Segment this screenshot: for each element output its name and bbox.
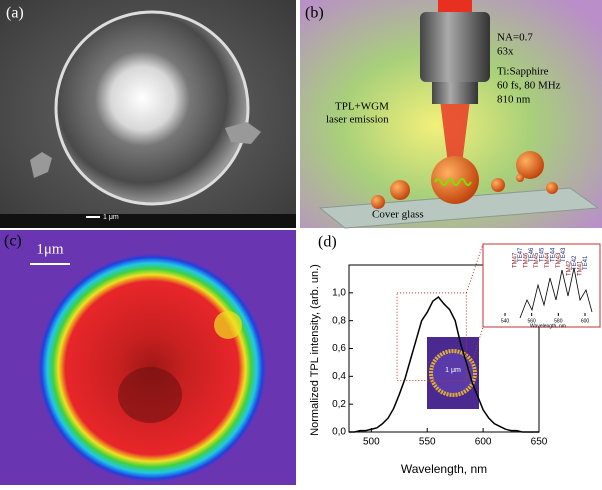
panel-label: (d)	[318, 234, 337, 251]
substrate: Cover glass	[372, 209, 424, 221]
sphere	[546, 182, 558, 194]
panel-b: (b) NA=0.7 63x Ti:Sapphire 60 fs, 80 MHz…	[300, 0, 602, 228]
scale-label: 1μm	[36, 241, 64, 257]
x-tick-label: 500	[363, 437, 380, 448]
emission: TPL+WGM	[335, 101, 389, 113]
y-tick-label: 0,8	[332, 315, 346, 326]
sphere	[516, 174, 524, 182]
spec: 810 nm	[497, 94, 531, 106]
info-bar	[0, 214, 296, 228]
y-tick-label: 0,4	[332, 371, 346, 382]
figure: 1 μm (a) (b) NA=0.7 63x Ti:Sapphire 60 f…	[0, 0, 602, 485]
emission: laser emission	[326, 114, 389, 126]
inset-x-label: Wavelength, nm	[530, 323, 566, 329]
laser-beam	[438, 0, 472, 14]
inset-x-tick-label: 540	[501, 318, 510, 324]
objective	[432, 82, 478, 104]
panel-a: 1 μm (a)	[0, 0, 296, 228]
inset-scale: 1 μm	[445, 367, 461, 374]
y-axis-label: Normalized TPL intensity, (arb. un.)	[309, 264, 321, 436]
zoom-link	[466, 244, 483, 293]
panel-d: (d) Wavelength, nm Normalized TPL intens…	[309, 234, 600, 477]
spec: 60 fs, 80 MHz	[497, 80, 561, 92]
notch	[214, 311, 242, 339]
panel-label: (b)	[305, 5, 324, 22]
objective	[420, 12, 490, 82]
dark-region	[118, 367, 182, 423]
spec: Ti:Sapphire	[497, 66, 549, 78]
x-tick-label: 650	[531, 437, 548, 448]
spec: 63x	[497, 46, 514, 58]
y-tick-label: 1,0	[332, 287, 346, 298]
y-tick-label: 0,6	[332, 343, 346, 354]
y-tick-label: 0,0	[332, 427, 346, 438]
y-tick-label: 0,2	[332, 399, 346, 410]
mode-label: TE41	[583, 255, 589, 270]
microsphere	[56, 12, 248, 204]
x-axis-label: Wavelength, nm	[401, 462, 487, 476]
sphere	[491, 178, 505, 192]
panel-c: 1μm (c)	[0, 230, 296, 485]
x-tick-label: 600	[475, 437, 492, 448]
inset-x-tick-label: 600	[581, 318, 590, 324]
x-tick-label: 550	[419, 437, 436, 448]
panel-label: (a)	[6, 5, 24, 22]
sphere	[371, 195, 385, 209]
sphere	[390, 180, 410, 200]
spec: NA=0.7	[497, 32, 533, 44]
scale-label: 1 μm	[103, 214, 119, 221]
panel-label: (c)	[4, 233, 22, 250]
mode-label: TE43	[561, 247, 567, 262]
